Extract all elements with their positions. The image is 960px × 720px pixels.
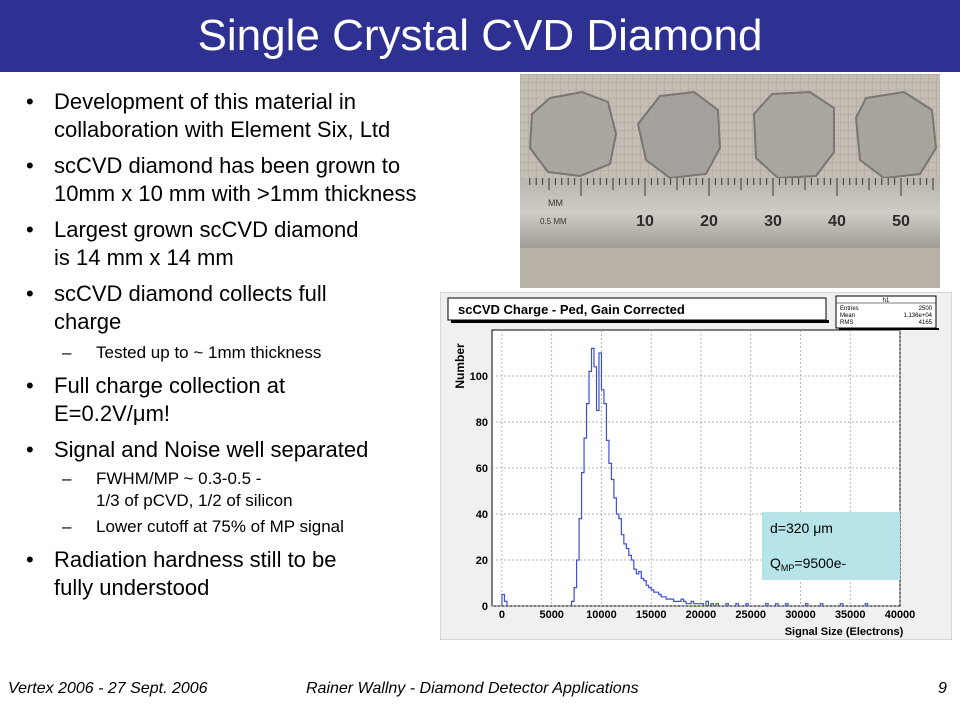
diamond-sample-2: [636, 90, 722, 180]
bullet-full-charge: scCVD diamond collects full charge: [22, 280, 522, 336]
ruler-label: 40: [828, 213, 846, 230]
charge-histogram: scCVD Charge - Ped, Gain Corrected h1 En…: [440, 292, 952, 640]
sub-bullet-line: Lower cutoff at 75% of MP signal: [96, 517, 344, 536]
bullet-line: Full charge collection at: [54, 373, 286, 398]
diamond-sample-3: [752, 90, 835, 180]
y-tick-label: 100: [470, 371, 488, 383]
stats-label: Entries: [840, 306, 859, 312]
stats-label: Mean: [840, 313, 855, 319]
annotation-mp-charge: QMP=9500e-: [770, 555, 846, 573]
ruler-label: 10: [636, 213, 654, 230]
table-surface: [520, 248, 940, 288]
bullet-largest: Largest grown scCVD diamond is 14 mm x 1…: [22, 216, 522, 272]
x-tick-label: 25000: [735, 609, 766, 621]
bullet-line: collaboration with Element Six, Ltd: [54, 117, 391, 142]
footer-event: Vertex 2006 - 27 Sept. 2006: [8, 680, 208, 697]
stats-label: RMS: [840, 320, 853, 326]
x-tick-label: 40000: [885, 609, 916, 621]
title-bar: [0, 0, 960, 72]
x-tick-label: 30000: [785, 609, 816, 621]
bullet-line: fully understood: [54, 575, 210, 600]
chart-title-shadow: [451, 320, 829, 323]
bullet-line: is 14 mm x 14 mm: [54, 245, 234, 270]
y-tick-label: 0: [482, 601, 488, 613]
bullet-grown-size: scCVD diamond has been grown to 10mm x 1…: [22, 152, 522, 208]
bullet-line: Signal and Noise well separated: [54, 437, 369, 462]
sub-bullet-cutoff: Lower cutoff at 75% of MP signal: [22, 516, 522, 538]
sub-bullet-tested: Tested up to ~ 1mm thickness: [22, 342, 522, 364]
bullet-line: scCVD diamond collects full: [54, 281, 327, 306]
y-tick-label: 60: [476, 463, 488, 475]
sub-bullet-fwhm: FWHM/MP ~ 0.3-0.5 - 1/3 of pCVD, 1/2 of …: [22, 468, 522, 512]
ruler-label: 30: [764, 213, 782, 230]
x-tick-label: 15000: [636, 609, 667, 621]
bullet-line: Development of this material in: [54, 89, 357, 114]
histogram-outline: [501, 347, 869, 606]
bullet-line: E=0.2V/μm!: [54, 401, 171, 426]
ruler-unit-label-2: 0.5 MM: [540, 217, 567, 226]
bullet-line: charge: [54, 309, 122, 334]
stats-header: h1: [883, 298, 890, 304]
stats-box-shadow: [839, 328, 939, 330]
ruler-label: 20: [700, 213, 718, 230]
ruler: [520, 178, 940, 248]
bullet-line: scCVD diamond has been grown to: [54, 153, 401, 178]
sub-bullet-line: 1/3 of pCVD, 1/2 of silicon: [96, 491, 293, 510]
bullet-development: Development of this material in collabor…: [22, 88, 522, 144]
bullet-list: Development of this material in collabor…: [22, 88, 522, 602]
x-tick-label: 10000: [586, 609, 617, 621]
stats-value: 4165: [919, 320, 933, 326]
diamond-sample-1: [528, 90, 618, 178]
bullet-line: Largest grown scCVD diamond: [54, 217, 359, 242]
y-tick-label: 40: [476, 509, 488, 521]
y-tick-label: 80: [476, 417, 488, 429]
diamond-sample-4: [854, 90, 938, 180]
page-title: Single Crystal CVD Diamond: [197, 11, 763, 60]
chart-title: scCVD Charge - Ped, Gain Corrected: [458, 302, 685, 317]
x-tick-label: 5000: [539, 609, 563, 621]
diamond-samples-photo: MM 0.5 MM 10 20 30 40 50: [520, 74, 940, 288]
sub-bullet-line: FWHM/MP ~ 0.3-0.5 -: [96, 469, 262, 488]
y-tick-label: 20: [476, 555, 488, 567]
stats-value: 1.136e+04: [903, 313, 932, 319]
bullet-collection-field: Full charge collection at E=0.2V/μm!: [22, 372, 522, 428]
stats-value: 2500: [919, 306, 933, 312]
x-tick-label: 20000: [686, 609, 717, 621]
x-axis-label: Signal Size (Electrons): [785, 626, 904, 638]
bullet-line: Radiation hardness still to be: [54, 547, 337, 572]
bullet-radiation: Radiation hardness still to be fully und…: [22, 546, 522, 602]
annotation-thickness: d=320 μm: [770, 520, 833, 536]
sub-bullet-line: Tested up to ~ 1mm thickness: [96, 343, 322, 362]
bullet-line: 10mm x 10 mm with >1mm thickness: [54, 181, 417, 206]
footer-page-number: 9: [938, 680, 947, 697]
stats-box: [835, 295, 937, 329]
x-tick-label: 0: [499, 609, 505, 621]
y-axis-label: Number: [453, 343, 467, 389]
footer-author: Rainer Wallny - Diamond Detector Applica…: [306, 680, 639, 697]
annotation-box: [762, 512, 900, 580]
x-tick-label: 35000: [835, 609, 866, 621]
ruler-unit-label: MM: [548, 198, 563, 208]
ruler-label: 50: [892, 213, 910, 230]
bullet-signal-noise: Signal and Noise well separated: [22, 436, 522, 464]
